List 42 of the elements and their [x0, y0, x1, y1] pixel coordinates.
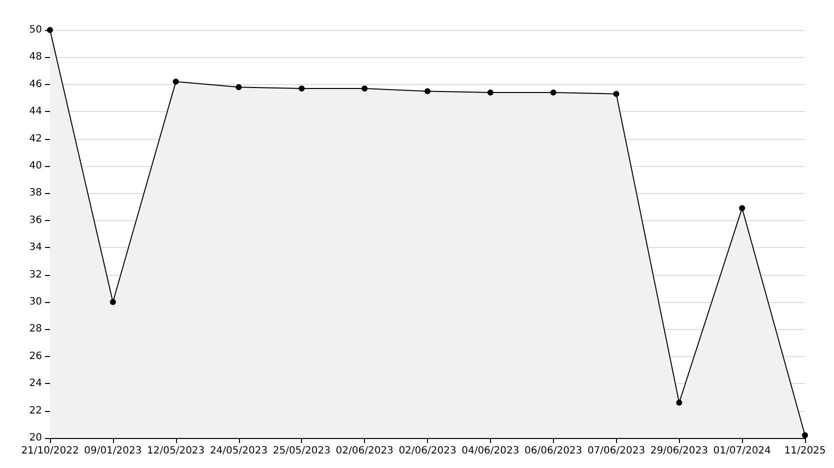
x-tick-label: 02/06/2023 — [336, 446, 394, 456]
x-tick-label: 29/06/2023 — [650, 446, 708, 456]
y-tick-label: 48 — [29, 52, 42, 63]
x-tick-label: 01/07/2024 — [713, 446, 771, 456]
y-tick-label: 20 — [29, 432, 42, 444]
y-tick-label: 46 — [29, 78, 42, 90]
x-tick-label: 04/06/2023 — [462, 446, 520, 456]
point — [613, 90, 620, 97]
y-tick-label: 40 — [29, 160, 42, 172]
y-tick-label: 22 — [29, 405, 42, 416]
y-tick-label: 34 — [29, 242, 42, 254]
point — [172, 78, 179, 85]
y-tick-label: 36 — [29, 214, 42, 226]
point — [739, 205, 746, 212]
point — [802, 432, 808, 438]
point — [298, 85, 305, 92]
y-tick-label: 50 — [29, 24, 42, 36]
x-tick-label: 06/06/2023 — [524, 446, 582, 456]
y-tick-label: 30 — [29, 296, 42, 308]
x-tick-label: 24/05/2023 — [210, 446, 268, 456]
x-tick-label: 09/01/2023 — [84, 446, 142, 456]
point — [424, 88, 430, 94]
x-tick-label: 02/06/2023 — [398, 446, 456, 456]
x-tick-label: 21/10/2022 — [21, 446, 79, 456]
point — [362, 85, 368, 92]
x-tick-label: 07/06/2023 — [587, 446, 646, 456]
y-tick-label: 32 — [29, 269, 42, 280]
point — [110, 299, 116, 305]
point — [487, 90, 494, 96]
point — [47, 27, 53, 33]
x-tick-label: 12/05/2023 — [147, 446, 205, 456]
x-tick-label: 25/05/2023 — [272, 446, 330, 456]
y-tick-label: 24 — [29, 378, 42, 390]
y-tick-label: 42 — [29, 133, 42, 144]
x-tick-label: 11/2025 — [784, 446, 826, 456]
y-tick-label: 28 — [29, 324, 42, 335]
y-tick-label: 44 — [29, 106, 42, 118]
point — [236, 84, 242, 90]
y-tick-label: 38 — [29, 188, 42, 199]
y-tick-label: 26 — [29, 350, 42, 362]
point — [676, 400, 682, 406]
point — [550, 90, 556, 96]
